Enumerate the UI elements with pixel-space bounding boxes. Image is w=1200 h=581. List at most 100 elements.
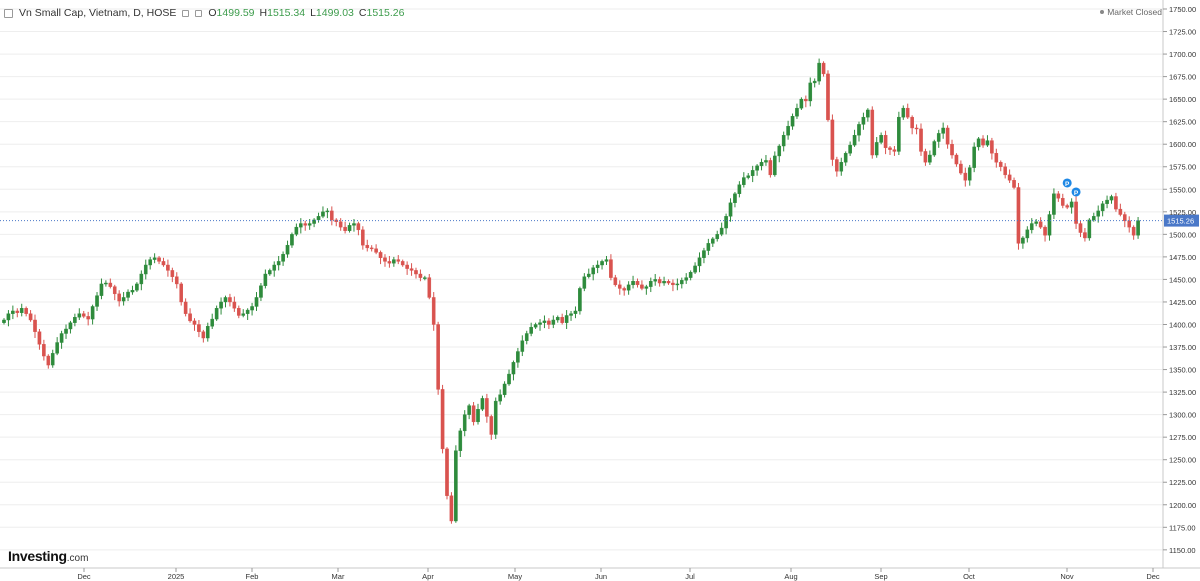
candle-up[interactable] [595,260,600,274]
candle-down[interactable] [192,318,197,331]
candle-up[interactable] [737,181,742,198]
candle-up[interactable] [259,283,263,302]
candle-up[interactable] [493,397,498,439]
candle-up[interactable] [773,151,777,177]
candle-up[interactable] [250,302,254,316]
candle-down[interactable] [338,218,343,231]
candle-down[interactable] [1114,192,1118,212]
candle-up[interactable] [786,120,790,140]
candle-up[interactable] [941,122,945,139]
candle-up[interactable] [697,252,702,273]
candle-up[interactable] [223,295,228,308]
candle-down[interactable] [117,290,121,307]
candle-down[interactable] [188,308,192,323]
candle-up[interactable] [325,208,330,219]
candle-down[interactable] [334,218,339,227]
candle-up[interactable] [6,310,11,327]
candle-up[interactable] [781,131,786,152]
candle-up[interactable] [210,313,215,329]
candle-down[interactable] [622,286,626,296]
candle-up[interactable] [879,132,883,145]
candle-down[interactable] [161,257,166,267]
candle-up[interactable] [764,155,768,166]
candle-up[interactable] [586,268,591,279]
candle-up[interactable] [1096,205,1101,223]
candle-up[interactable] [653,274,658,286]
candle-down[interactable] [1060,193,1065,209]
candle-up[interactable] [294,223,299,237]
candle-up[interactable] [263,269,268,289]
candle-down[interactable] [46,354,51,369]
candle-down[interactable] [963,167,968,187]
candle-up[interactable] [1029,218,1034,234]
candle-down[interactable] [905,103,910,119]
candle-up[interactable] [64,324,68,339]
candle-up[interactable] [520,335,525,357]
candle-up[interactable] [276,255,281,271]
candle-down[interactable] [24,306,28,317]
candle-down[interactable] [236,305,241,319]
candle-up[interactable] [467,403,471,420]
candle-down[interactable] [1016,182,1021,250]
candle-up[interactable] [582,273,587,292]
candle-down[interactable] [883,130,888,155]
candle-up[interactable] [2,318,6,325]
candle-down[interactable] [86,311,90,326]
candle-down[interactable] [108,278,113,289]
candle-up[interactable] [857,121,861,142]
candle-down[interactable] [356,221,361,236]
candle-up[interactable] [604,255,609,265]
candle-up[interactable] [932,139,937,157]
candle-up[interactable] [152,253,157,264]
candle-up[interactable] [799,97,804,110]
candle-down[interactable] [640,280,644,291]
candle-up[interactable] [1109,194,1114,204]
candle-up[interactable] [569,310,573,321]
candle-up[interactable] [268,268,272,276]
candle-up[interactable] [719,222,724,237]
candle-up[interactable] [126,289,130,302]
candle-down[interactable] [471,402,476,426]
candle-up[interactable] [715,230,720,242]
candle-down[interactable] [361,226,365,250]
candle-down[interactable] [330,206,334,226]
candle-down[interactable] [436,321,440,395]
candle-down[interactable] [232,296,237,312]
candle-up[interactable] [808,77,813,107]
candle-up[interactable] [1034,219,1038,227]
candle-up[interactable] [77,308,82,320]
candle-up[interactable] [724,213,728,235]
candle-up[interactable] [702,247,706,264]
candle-up[interactable] [214,305,219,321]
candle-up[interactable] [95,292,99,311]
candle-up[interactable] [795,103,799,119]
candle-down[interactable] [1056,191,1061,202]
candle-down[interactable] [157,255,161,265]
candle-up[interactable] [219,297,223,315]
candle-up[interactable] [728,198,733,222]
candle-up[interactable] [1105,195,1109,209]
candle-down[interactable] [183,298,188,317]
candle-up[interactable] [839,157,844,176]
candle-down[interactable] [197,319,201,338]
candle-down[interactable] [440,384,445,454]
candle-down[interactable] [635,278,640,288]
candle-up[interactable] [458,428,463,457]
candle-down[interactable] [374,244,378,255]
candle-up[interactable] [392,256,396,267]
candle-down[interactable] [892,146,897,156]
candle-up[interactable] [290,232,294,248]
candle-up[interactable] [679,277,684,289]
candle-up[interactable] [99,278,104,300]
candle-up[interactable] [861,112,866,130]
candle-up[interactable] [1052,188,1056,220]
candle-down[interactable] [998,160,1003,172]
candle-down[interactable] [28,310,33,322]
candle-up[interactable] [462,410,467,437]
candle-up[interactable] [68,320,73,334]
candle-down[interactable] [201,329,206,343]
candle-up[interactable] [476,403,480,425]
candle-up[interactable] [533,322,538,329]
candle-down[interactable] [1083,228,1087,242]
candle-down[interactable] [365,239,370,252]
